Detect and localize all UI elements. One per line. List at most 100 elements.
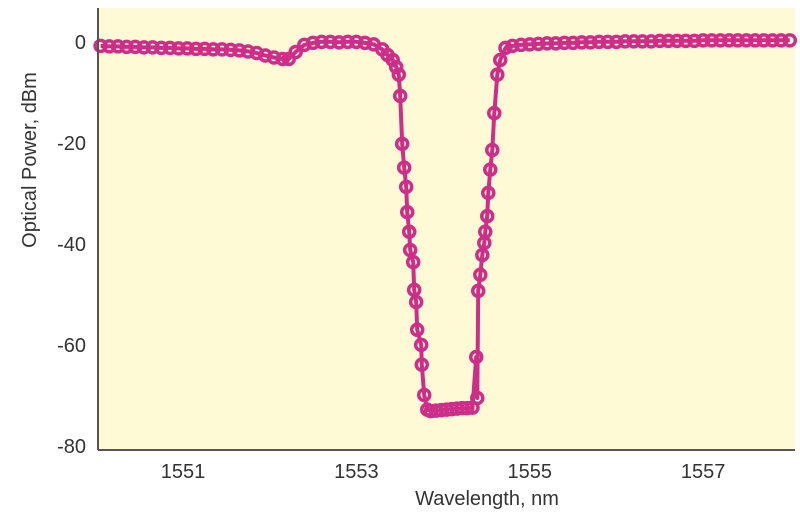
x-tick-labels: 1551 1553 1555 1557 <box>161 461 726 483</box>
data-point <box>399 204 415 220</box>
data-point <box>93 38 108 54</box>
data-point <box>548 36 563 51</box>
data-point <box>531 36 546 52</box>
data-point <box>340 34 355 50</box>
data-point <box>498 40 513 56</box>
y-tick-label: -40 <box>57 234 86 256</box>
data-point <box>470 390 485 406</box>
data-point <box>505 38 520 54</box>
data-point <box>591 34 607 50</box>
data-point <box>513 37 529 53</box>
data-point <box>661 33 676 49</box>
data-point <box>349 34 364 50</box>
data-point <box>214 42 230 57</box>
data-point <box>110 39 126 54</box>
data-point <box>739 33 754 48</box>
data-point <box>583 35 598 50</box>
data-point <box>565 35 581 51</box>
y-tick-labels: 0 -20 -40 -60 -80 <box>57 32 86 458</box>
data-point <box>188 41 204 57</box>
data-point <box>416 387 432 403</box>
data-point <box>756 33 772 48</box>
data-point <box>171 41 186 56</box>
data-point <box>223 42 238 58</box>
data-point <box>481 185 496 201</box>
data-point <box>600 34 615 50</box>
data-point <box>275 51 290 67</box>
x-tick-label: 1557 <box>681 461 726 483</box>
data-point <box>402 242 418 258</box>
data-point <box>385 52 401 68</box>
data-point <box>643 34 659 49</box>
data-point <box>617 34 633 49</box>
data-point <box>747 33 763 48</box>
data-point <box>479 208 495 224</box>
data-point <box>669 33 685 49</box>
data-point <box>331 35 347 50</box>
data-point <box>128 39 143 55</box>
series-group <box>93 33 798 419</box>
series-line <box>100 38 790 414</box>
x-axis-label: Wavelength, nm <box>415 488 559 510</box>
data-point <box>539 36 555 51</box>
data-point <box>401 224 417 240</box>
data-point <box>485 142 500 158</box>
data-point <box>392 88 408 104</box>
data-point <box>266 50 282 65</box>
data-point <box>687 33 702 49</box>
data-point <box>522 37 537 52</box>
data-point <box>414 357 430 372</box>
data-point <box>574 35 589 50</box>
data-point <box>478 224 493 240</box>
data-point <box>357 35 373 51</box>
data-point <box>240 44 256 59</box>
data-point <box>409 322 425 338</box>
data-point <box>154 40 169 56</box>
data-point <box>119 39 134 55</box>
x-tick-label: 1551 <box>161 461 206 483</box>
data-point <box>473 267 488 282</box>
x-tick-label: 1553 <box>334 461 379 483</box>
data-point <box>388 59 404 75</box>
y-axis-label: Optical Power, dBm <box>19 72 41 248</box>
data-point <box>468 349 484 365</box>
data-point <box>492 52 508 68</box>
data-point <box>288 44 303 60</box>
data-point <box>391 67 407 82</box>
y-tick-label: 0 <box>75 32 86 54</box>
data-point <box>490 67 505 82</box>
data-point <box>695 33 711 48</box>
data-point <box>609 34 624 50</box>
data-point <box>470 283 486 299</box>
data-point <box>408 294 424 310</box>
y-tick-label: -20 <box>57 133 86 155</box>
data-point <box>162 40 178 56</box>
data-point <box>704 33 720 48</box>
data-point <box>773 33 789 48</box>
data-point <box>405 254 421 270</box>
data-point <box>136 40 152 55</box>
data-point <box>765 33 780 48</box>
data-point <box>232 43 247 58</box>
data-point <box>678 33 694 49</box>
plot-area <box>98 8 795 450</box>
data-point <box>305 35 321 51</box>
data-point <box>730 33 746 48</box>
data-point <box>314 34 329 50</box>
data-point <box>145 40 160 55</box>
data-point <box>297 37 312 53</box>
data-point <box>197 41 212 57</box>
y-tick-label: -60 <box>57 335 86 357</box>
data-point <box>102 39 117 54</box>
data-point <box>206 42 221 57</box>
data-point <box>487 105 502 121</box>
data-point <box>721 33 737 48</box>
data-point <box>652 33 668 49</box>
data-point <box>635 34 650 49</box>
data-point <box>180 41 195 56</box>
data-point <box>557 35 572 51</box>
data-point <box>394 136 410 152</box>
data-point <box>413 337 429 353</box>
x-tick-label: 1555 <box>507 461 552 483</box>
